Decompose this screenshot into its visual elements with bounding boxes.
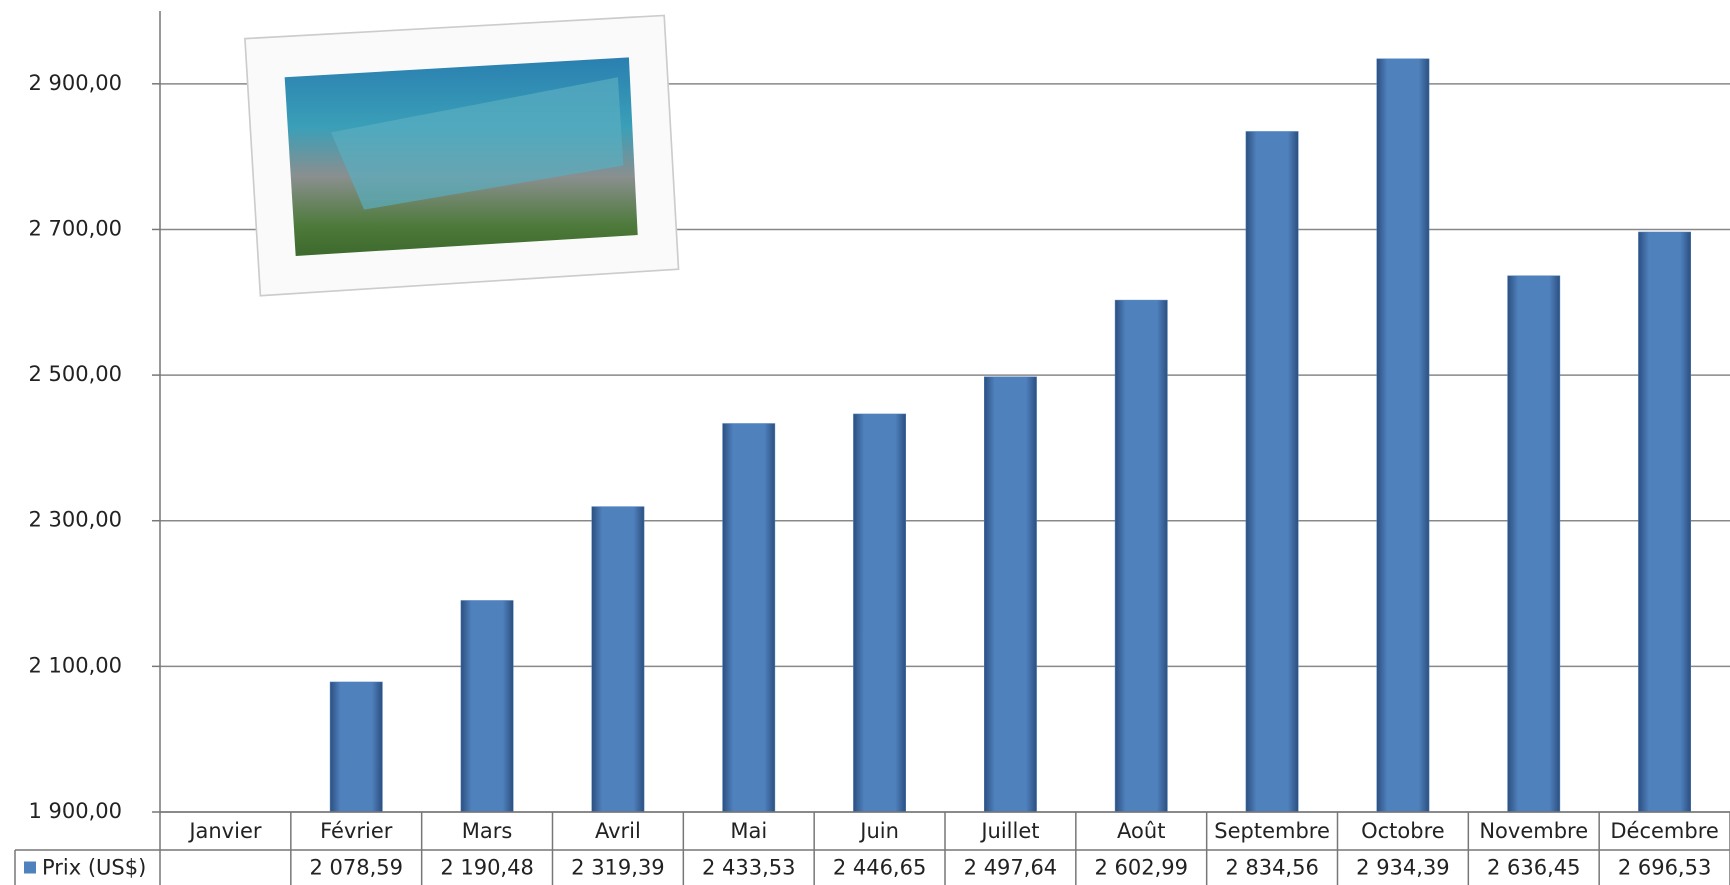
- table-value: 2 636,45: [1487, 856, 1581, 880]
- photo-plant: [330, 77, 624, 210]
- x-tick-label: Juillet: [979, 819, 1039, 843]
- bar: [329, 681, 383, 813]
- x-tick-label: Avril: [595, 819, 641, 843]
- data-table: Prix (US$) 2 078,59 2 190,48 2 319,39 2 433,…: [14, 811, 1730, 885]
- x-tick-label: Mars: [462, 819, 513, 843]
- bar: [984, 376, 1037, 813]
- x-tick-label: Janvier: [187, 819, 262, 843]
- table-value: 2 446,65: [833, 856, 927, 880]
- table-value: 2 934,39: [1356, 856, 1450, 880]
- bar: [1638, 231, 1691, 813]
- table-value: 2 433,53: [702, 856, 796, 880]
- y-tick-label: 1 900,00: [28, 799, 122, 823]
- x-tick-label: Août: [1117, 819, 1165, 843]
- bar: [1245, 131, 1299, 813]
- x-tick-label: Juin: [858, 819, 899, 843]
- x-tick-label: Décembre: [1610, 819, 1718, 843]
- bar: [853, 413, 907, 813]
- bar: [1507, 275, 1561, 813]
- plot-area: 1 900,00 2 100,00 2 300,00 2 500,00 2 700,00…: [28, 11, 1730, 823]
- table-value: 2 319,39: [571, 856, 665, 880]
- x-tick-label: Novembre: [1479, 819, 1588, 843]
- y-tick-label: 2 500,00: [28, 362, 122, 386]
- x-tick-label: Février: [320, 819, 393, 843]
- bar: [722, 423, 776, 813]
- table-value: 2 078,59: [309, 856, 403, 880]
- table-value: 2 696,53: [1618, 856, 1712, 880]
- x-tick-label: Octobre: [1361, 819, 1445, 843]
- table-value: 2 602,99: [1094, 856, 1188, 880]
- table-value: 2 497,64: [964, 856, 1058, 880]
- bar: [460, 600, 514, 813]
- bar: [591, 506, 645, 813]
- x-tick-label: Mai: [730, 819, 767, 843]
- y-tick-label: 2 700,00: [28, 216, 122, 240]
- table-value: 2 190,48: [440, 856, 534, 880]
- legend-key: [24, 861, 36, 874]
- y-tick-label: 2 900,00: [28, 71, 122, 95]
- x-tick-label: Septembre: [1214, 819, 1330, 843]
- bar: [1376, 58, 1430, 813]
- y-tick-label: 2 100,00: [28, 653, 122, 677]
- y-tick-label: 2 300,00: [28, 508, 122, 532]
- photo: [244, 14, 680, 297]
- table-value: 2 834,56: [1225, 856, 1319, 880]
- legend-label: Prix (US$): [42, 856, 146, 880]
- bar: [1114, 299, 1168, 813]
